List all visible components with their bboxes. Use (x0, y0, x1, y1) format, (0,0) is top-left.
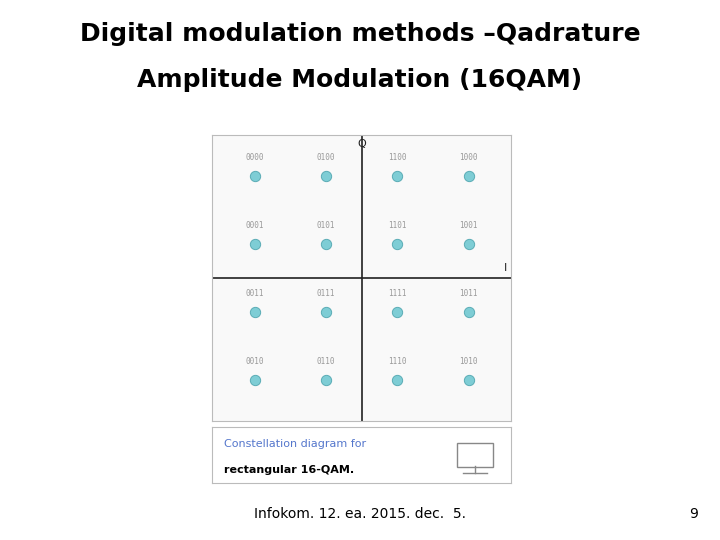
Text: 0001: 0001 (246, 221, 264, 230)
Point (392, 240, 403, 248)
Point (392, 308, 403, 316)
Point (320, 172, 332, 180)
Point (463, 376, 474, 384)
Text: 0111: 0111 (317, 289, 336, 298)
FancyBboxPatch shape (457, 443, 493, 467)
Point (320, 308, 332, 316)
Text: 0101: 0101 (317, 221, 336, 230)
Point (392, 172, 403, 180)
Point (463, 308, 474, 316)
Point (249, 240, 261, 248)
Text: 1010: 1010 (459, 357, 478, 366)
Point (463, 172, 474, 180)
Text: 1101: 1101 (388, 221, 407, 230)
Point (249, 376, 261, 384)
Text: 1001: 1001 (459, 221, 478, 230)
Text: Q: Q (357, 139, 366, 149)
Text: Amplitude Modulation (16QAM): Amplitude Modulation (16QAM) (138, 68, 582, 91)
Text: 1000: 1000 (459, 153, 478, 161)
Point (392, 376, 403, 384)
Text: I: I (503, 263, 507, 273)
Text: 1100: 1100 (388, 153, 407, 161)
Text: Digital modulation methods –Qadrature: Digital modulation methods –Qadrature (80, 22, 640, 45)
Text: Constellation diagram for: Constellation diagram for (225, 439, 366, 449)
Point (463, 240, 474, 248)
Text: 0100: 0100 (317, 153, 336, 161)
Text: 1011: 1011 (459, 289, 478, 298)
Text: 1111: 1111 (388, 289, 407, 298)
Text: 1110: 1110 (388, 357, 407, 366)
Text: 0110: 0110 (317, 357, 336, 366)
Text: rectangular 16-QAM.: rectangular 16-QAM. (225, 465, 354, 475)
Text: 0010: 0010 (246, 357, 264, 366)
Point (320, 240, 332, 248)
Point (320, 376, 332, 384)
Text: 0000: 0000 (246, 153, 264, 161)
Text: 9: 9 (690, 507, 698, 521)
Text: Infokom. 12. ea. 2015. dec.  5.: Infokom. 12. ea. 2015. dec. 5. (254, 507, 466, 521)
Point (249, 172, 261, 180)
Point (249, 308, 261, 316)
Text: 0011: 0011 (246, 289, 264, 298)
